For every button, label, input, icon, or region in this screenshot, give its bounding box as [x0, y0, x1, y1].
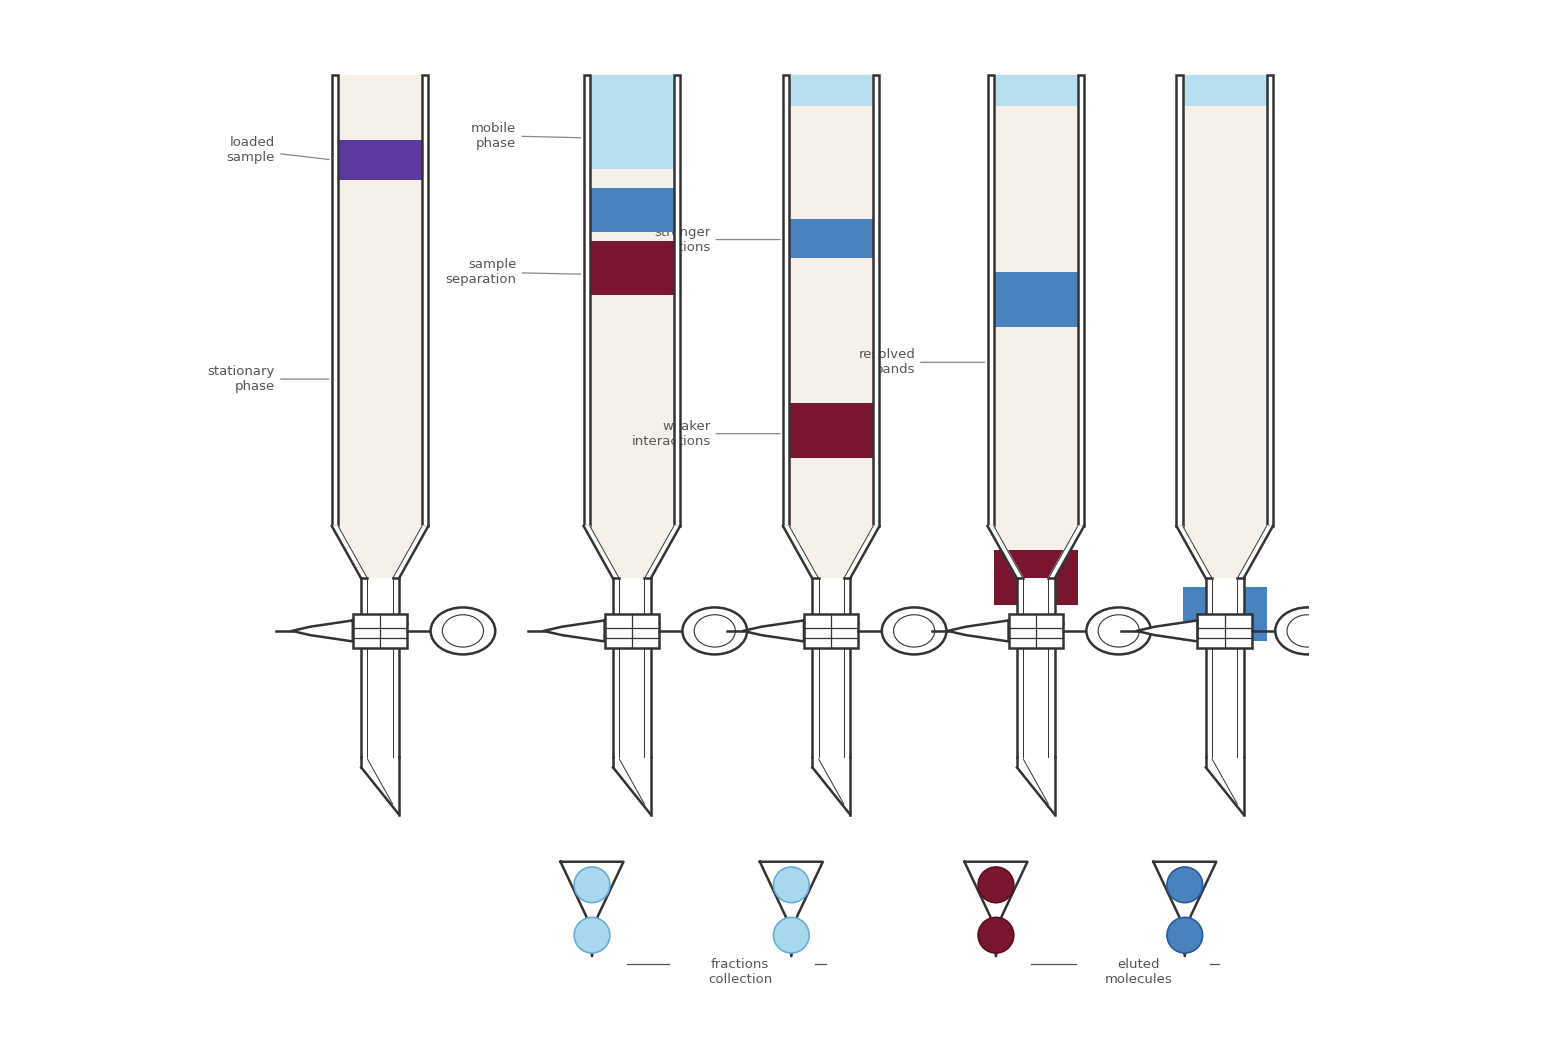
Bar	[873, 75, 880, 526]
Bar	[789, 403, 873, 458]
Bar	[353, 614, 408, 648]
Bar	[1206, 648, 1243, 756]
Polygon shape	[743, 621, 804, 642]
Bar	[789, 75, 873, 106]
Polygon shape	[583, 526, 619, 579]
Text: loaded
sample: loaded sample	[227, 137, 329, 164]
Polygon shape	[988, 526, 1024, 579]
Polygon shape	[392, 526, 428, 579]
Bar	[988, 75, 994, 526]
Bar	[361, 648, 398, 756]
Ellipse shape	[1275, 607, 1341, 654]
Bar	[782, 75, 789, 526]
Bar	[1018, 579, 1055, 623]
Bar	[994, 75, 1077, 526]
Circle shape	[773, 867, 809, 903]
Text: resolved
bands: resolved bands	[858, 348, 985, 377]
Bar	[1176, 75, 1182, 526]
Bar	[789, 219, 873, 259]
Bar	[590, 75, 674, 526]
Bar	[1182, 75, 1267, 526]
Circle shape	[773, 917, 809, 953]
Bar	[1267, 75, 1273, 526]
Bar	[339, 140, 422, 180]
Polygon shape	[292, 621, 353, 642]
Text: fractions
collection: fractions collection	[707, 958, 771, 986]
Ellipse shape	[431, 607, 495, 654]
Bar	[422, 75, 428, 526]
Polygon shape	[964, 862, 1027, 956]
Polygon shape	[1049, 526, 1083, 579]
Ellipse shape	[682, 607, 746, 654]
Ellipse shape	[881, 607, 947, 654]
Polygon shape	[560, 862, 624, 956]
Polygon shape	[947, 621, 1008, 642]
Text: mobile
phase: mobile phase	[472, 122, 580, 149]
Bar	[994, 272, 1077, 327]
Circle shape	[1167, 917, 1203, 953]
Polygon shape	[590, 526, 674, 579]
Polygon shape	[544, 621, 605, 642]
Bar	[605, 614, 659, 648]
Text: sample
separation: sample separation	[445, 258, 580, 286]
Polygon shape	[994, 526, 1077, 579]
Bar	[590, 75, 674, 169]
Bar	[1182, 75, 1267, 106]
Bar	[1077, 75, 1083, 526]
Circle shape	[574, 867, 610, 903]
Bar	[332, 75, 339, 526]
Bar	[812, 579, 850, 623]
Bar	[804, 614, 859, 648]
Polygon shape	[1154, 862, 1217, 956]
Circle shape	[574, 917, 610, 953]
Bar	[613, 579, 651, 623]
Polygon shape	[1137, 621, 1198, 642]
Bar	[1198, 614, 1251, 648]
Text: stationary
phase: stationary phase	[207, 365, 329, 393]
Bar	[1206, 579, 1243, 623]
Bar	[339, 75, 422, 526]
Bar	[789, 75, 873, 526]
Bar	[994, 550, 1077, 605]
Circle shape	[1167, 867, 1203, 903]
Bar	[583, 75, 590, 526]
Polygon shape	[339, 526, 422, 579]
Polygon shape	[644, 526, 681, 579]
Bar	[361, 579, 398, 623]
Text: stronger
interactions: stronger interactions	[632, 225, 781, 254]
Ellipse shape	[1087, 607, 1151, 654]
Polygon shape	[332, 526, 367, 579]
Bar	[674, 75, 681, 526]
Circle shape	[978, 867, 1014, 903]
Polygon shape	[844, 526, 880, 579]
Polygon shape	[760, 862, 823, 956]
Polygon shape	[782, 526, 818, 579]
Circle shape	[978, 917, 1014, 953]
Text: eluted
molecules: eluted molecules	[1105, 958, 1173, 986]
Bar	[1018, 648, 1055, 756]
Bar	[1008, 614, 1063, 648]
Polygon shape	[1182, 526, 1267, 579]
Bar	[590, 241, 674, 296]
Bar	[590, 188, 674, 232]
Bar	[812, 648, 850, 756]
Bar	[994, 75, 1077, 106]
Text: weaker
interactions: weaker interactions	[632, 420, 781, 448]
Polygon shape	[1176, 526, 1212, 579]
Polygon shape	[789, 526, 873, 579]
Bar	[613, 648, 651, 756]
Bar	[1182, 587, 1267, 642]
Polygon shape	[1237, 526, 1273, 579]
